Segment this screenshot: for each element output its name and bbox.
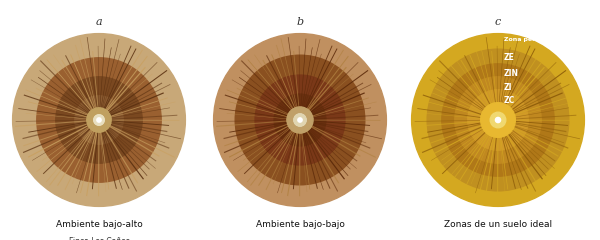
Ellipse shape bbox=[255, 75, 345, 165]
Text: b: b bbox=[296, 17, 304, 27]
Text: Ambiente bajo-alto: Ambiente bajo-alto bbox=[56, 220, 142, 229]
Ellipse shape bbox=[442, 64, 554, 176]
Text: ZI: ZI bbox=[504, 83, 512, 92]
Ellipse shape bbox=[20, 41, 178, 199]
Ellipse shape bbox=[298, 118, 302, 122]
Ellipse shape bbox=[56, 77, 142, 163]
Ellipse shape bbox=[87, 108, 111, 132]
Ellipse shape bbox=[417, 39, 579, 201]
Ellipse shape bbox=[496, 117, 500, 123]
Ellipse shape bbox=[481, 103, 515, 137]
Ellipse shape bbox=[294, 114, 306, 126]
Ellipse shape bbox=[94, 115, 104, 125]
Text: Zonas de un suelo ideal: Zonas de un suelo ideal bbox=[444, 220, 552, 229]
Text: ZIN: ZIN bbox=[504, 69, 519, 78]
Ellipse shape bbox=[481, 103, 515, 137]
Ellipse shape bbox=[468, 90, 528, 150]
Ellipse shape bbox=[490, 112, 506, 128]
Ellipse shape bbox=[97, 118, 101, 122]
Ellipse shape bbox=[490, 112, 506, 128]
Ellipse shape bbox=[235, 55, 365, 185]
Ellipse shape bbox=[94, 115, 104, 125]
Ellipse shape bbox=[37, 58, 161, 182]
Ellipse shape bbox=[491, 114, 505, 126]
Ellipse shape bbox=[455, 77, 541, 163]
Ellipse shape bbox=[287, 107, 313, 133]
Ellipse shape bbox=[223, 43, 377, 197]
Ellipse shape bbox=[87, 108, 111, 132]
Text: c: c bbox=[495, 17, 501, 27]
Ellipse shape bbox=[287, 107, 313, 133]
Ellipse shape bbox=[294, 114, 306, 126]
Text: Finca Los Caños: Finca Los Caños bbox=[68, 237, 130, 240]
Text: a: a bbox=[95, 17, 103, 27]
Ellipse shape bbox=[427, 49, 569, 191]
Ellipse shape bbox=[13, 34, 185, 206]
Ellipse shape bbox=[294, 114, 306, 126]
Ellipse shape bbox=[274, 94, 326, 146]
Text: Ambiente bajo-bajo: Ambiente bajo-bajo bbox=[256, 220, 344, 229]
Ellipse shape bbox=[75, 96, 123, 144]
Ellipse shape bbox=[214, 34, 386, 206]
Text: ZE: ZE bbox=[504, 53, 515, 62]
Ellipse shape bbox=[412, 34, 584, 206]
Text: Zona periérica: Zona periérica bbox=[504, 37, 555, 42]
Text: ZC: ZC bbox=[504, 96, 515, 106]
Ellipse shape bbox=[94, 115, 104, 125]
